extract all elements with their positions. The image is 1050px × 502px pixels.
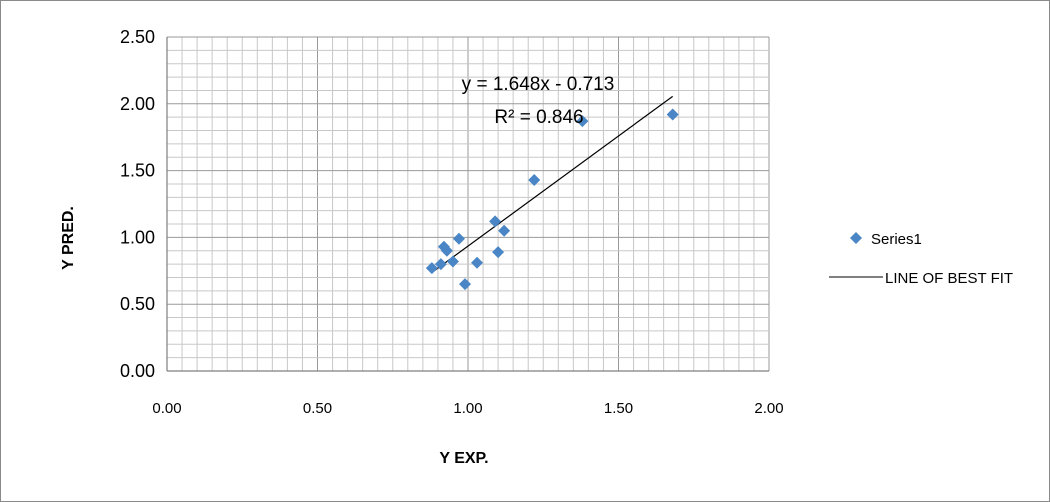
data-point (471, 256, 484, 269)
y-tick-label: 1.00 (120, 227, 155, 247)
data-point (434, 258, 447, 271)
legend: Series1 LINE OF BEST FIT (829, 231, 1013, 287)
data-point (576, 115, 589, 128)
x-tick-label: 2.00 (754, 400, 783, 417)
x-tick-label: 1.50 (604, 400, 633, 417)
trendline-equation: y = 1.648x - 0.713 (462, 74, 615, 95)
data-point (528, 173, 541, 186)
y-tick-label: 2.00 (120, 94, 155, 114)
data-point (425, 262, 438, 275)
data-point (458, 278, 471, 291)
y-axis-title: Y PRED. (60, 206, 77, 270)
legend-trendline-label: LINE OF BEST FIT (885, 270, 1013, 287)
tick-labels: 0.00 0.50 1.00 1.50 2.00 0.00 0.50 1.00 1.50 2.00… (120, 27, 784, 417)
data-point (666, 108, 679, 121)
x-axis-title: Y EXP. (439, 450, 488, 467)
data-point (498, 224, 511, 237)
trendline (431, 95, 674, 273)
y-tick-label: 0.50 (120, 294, 155, 314)
x-tick-label: 0.00 (152, 400, 181, 417)
y-tick-label: 0.00 (120, 361, 155, 381)
data-point (440, 244, 453, 257)
data-point (492, 246, 505, 259)
data-point (452, 232, 465, 245)
gridlines (166, 36, 770, 372)
trendline-layer (431, 95, 674, 273)
x-tick-label: 0.50 (303, 400, 332, 417)
legend-series-marker (850, 232, 862, 244)
legend-series-label: Series1 (871, 231, 922, 248)
x-tick-label: 1.00 (453, 400, 482, 417)
data-points (425, 108, 679, 291)
y-tick-label: 2.50 (120, 27, 155, 47)
data-point (446, 255, 459, 268)
trendline-r2: R² = 0.846 (494, 107, 583, 128)
data-point (489, 215, 502, 228)
y-tick-label: 1.50 (120, 161, 155, 181)
